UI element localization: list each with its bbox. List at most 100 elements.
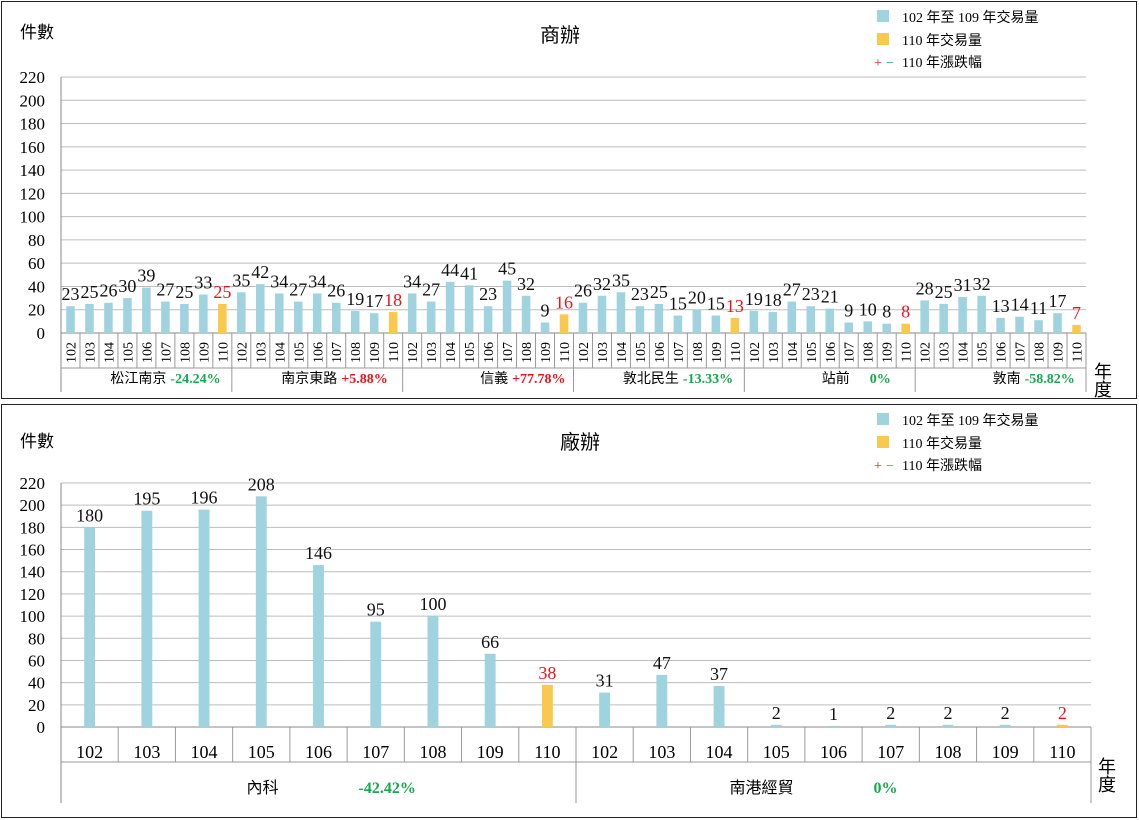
group-change: +5.88% — [341, 372, 387, 387]
y-tick-label: 20 — [28, 301, 45, 320]
x-tick-label: 110 — [216, 342, 231, 362]
bar — [464, 285, 474, 333]
x-tick-label: 106 — [824, 342, 839, 363]
x-tick-label: 102 — [235, 342, 250, 363]
bar — [312, 293, 322, 333]
data-label: 100 — [419, 594, 446, 614]
data-label: 17 — [365, 291, 383, 311]
bar — [104, 302, 113, 333]
bar — [198, 509, 210, 727]
x-tick-label: 110 — [1071, 342, 1086, 362]
x-tick-label: 105 — [121, 342, 136, 363]
bar — [1053, 313, 1062, 333]
y-axis-label: 件數 — [20, 432, 54, 451]
x-tick-label: 108 — [178, 342, 193, 363]
data-label: 27 — [289, 280, 307, 300]
legend-swatch-base — [877, 10, 889, 22]
data-label: 180 — [76, 505, 103, 525]
x-tick-label: 107 — [330, 342, 345, 363]
x-tick-label: 103 — [596, 342, 611, 363]
data-label: 2 — [1001, 703, 1010, 723]
data-label: 31 — [596, 671, 614, 691]
group-change: -13.33% — [683, 372, 733, 387]
data-label: 47 — [653, 653, 671, 673]
x-tick-label: 108 — [1033, 342, 1048, 363]
data-label: 27 — [783, 280, 801, 300]
x-tick-label: 102 — [591, 742, 618, 762]
data-label: 19 — [346, 289, 364, 309]
bar — [350, 310, 360, 333]
bar — [749, 310, 759, 333]
y-tick-label: 140 — [20, 161, 46, 180]
bar — [673, 315, 683, 333]
y-tick-label: 140 — [20, 563, 46, 582]
data-label: 17 — [1049, 291, 1067, 311]
data-label: 7 — [1072, 303, 1081, 323]
data-label: 34 — [403, 271, 421, 291]
bar — [331, 302, 341, 333]
x-tick-label: 103 — [767, 342, 782, 363]
data-label: 18 — [764, 290, 782, 310]
data-label: 25 — [80, 282, 98, 302]
x-tick-label: 107 — [159, 342, 174, 363]
y-tick-label: 80 — [28, 629, 45, 648]
data-label: 66 — [481, 632, 499, 652]
bar — [161, 301, 170, 333]
x-tick-label: 107 — [362, 742, 389, 762]
x-tick-label: 109 — [197, 342, 212, 363]
x-tick-label: 105 — [248, 742, 275, 762]
bar — [275, 293, 284, 333]
bar — [199, 294, 208, 333]
x-tick-label: 104 — [615, 342, 630, 363]
x-tick-label: 107 — [843, 342, 858, 363]
data-label: 95 — [367, 600, 385, 620]
x-tick-label: 106 — [305, 742, 332, 762]
data-label: 28 — [916, 278, 934, 298]
y-tick-label: 60 — [28, 254, 45, 273]
data-label: 44 — [441, 260, 459, 280]
data-label: 37 — [710, 664, 728, 684]
data-label: 25 — [650, 282, 668, 302]
group-label: 松江南京 — [110, 371, 166, 387]
bar — [123, 298, 132, 333]
x-tick-label: 102 — [406, 342, 421, 363]
group-label: 南京東路 — [281, 371, 337, 387]
legend-label-change: 110 年漲跌幅 — [902, 458, 982, 474]
bar — [939, 303, 948, 333]
x-tick-label: 110 — [387, 342, 402, 362]
data-label: 35 — [612, 270, 630, 290]
data-label: 41 — [460, 263, 478, 283]
y-tick-label: 60 — [28, 651, 45, 670]
x-tick-label: 108 — [520, 342, 535, 363]
data-label: 14 — [1011, 295, 1029, 315]
bar — [559, 314, 569, 333]
group-label: 敦北民生 — [623, 371, 679, 387]
bar — [599, 692, 611, 727]
data-label: 18 — [384, 290, 402, 310]
chart-title: 廠辦 — [560, 430, 600, 454]
x-tick-label: 106 — [653, 342, 668, 363]
data-label: 19 — [745, 289, 763, 309]
bar — [255, 496, 267, 727]
y-tick-label: 80 — [28, 231, 45, 250]
bar — [616, 292, 626, 333]
bar — [445, 281, 455, 333]
x-tick-label: 105 — [976, 342, 991, 363]
data-label: 32 — [973, 274, 991, 294]
x-tick-label: 109 — [710, 342, 725, 363]
data-label: 25 — [935, 282, 953, 302]
bar — [770, 724, 782, 727]
bar — [1034, 320, 1043, 333]
bar — [597, 295, 607, 333]
data-label: 1 — [829, 704, 838, 724]
y-tick-label: 180 — [20, 518, 46, 537]
legend-minus-sign: − — [886, 459, 894, 474]
data-label: 10 — [859, 299, 877, 319]
bar — [920, 300, 929, 333]
bar — [885, 724, 897, 727]
x-tick-label: 102 — [64, 342, 79, 363]
x-tick-label: 106 — [140, 342, 155, 363]
y-tick-label: 220 — [20, 474, 46, 493]
